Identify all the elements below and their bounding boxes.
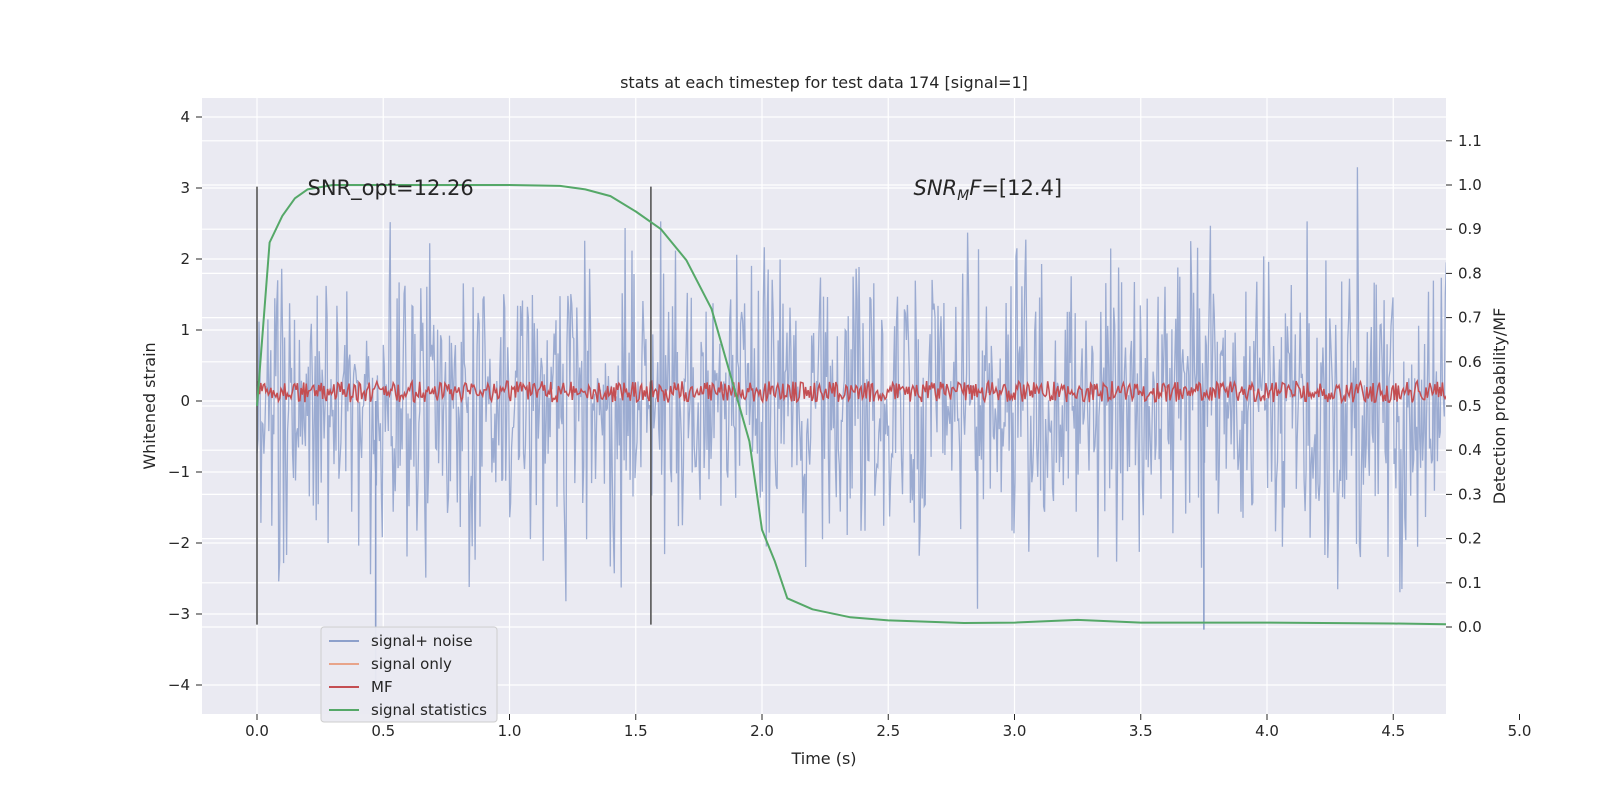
right-y-tick-label: 0.4: [1458, 441, 1482, 459]
right-y-tick-label: 0.2: [1458, 530, 1482, 548]
series-signal-statistics: [256, 184, 1446, 626]
x-tick-label: 3.5: [1129, 722, 1153, 740]
x-tick-label: 2.5: [876, 722, 900, 740]
x-tick-label: 0.5: [371, 722, 395, 740]
right-y-tick-label: 1.1: [1458, 132, 1482, 150]
y-tick-label: −4: [168, 676, 190, 694]
legend-label-mf: MF: [371, 678, 393, 696]
y-tick-label: 3: [180, 179, 190, 197]
legend-label-signal-plus-noise: signal+ noise: [371, 632, 473, 650]
right-y-tick-label: 0.7: [1458, 309, 1482, 327]
signal-statistics-line: [256, 184, 1446, 626]
y-gridlines: [202, 116, 1446, 686]
legend-frame: [320, 626, 498, 723]
x-tick-label: 1.0: [498, 722, 522, 740]
series-mf: [256, 378, 1446, 405]
y-axis-ticks: −4 −3 −2 −1 0 1 2 3 4: [168, 108, 202, 694]
x-axis-label: Time (s): [790, 749, 856, 768]
x-tick-label: 0.0: [245, 722, 269, 740]
legend-label-signal-statistics: signal statistics: [371, 701, 487, 719]
right-y-tick-label: 0.8: [1458, 264, 1482, 282]
y-axis-label: Whitened strain: [140, 342, 159, 469]
x-tick-label: 4.5: [1381, 722, 1405, 740]
x-tick-label: 4.0: [1255, 722, 1279, 740]
annotation-snr-opt: SNR_opt=12.26: [308, 176, 474, 201]
x-tick-label: 1.5: [624, 722, 648, 740]
x-axis-ticks: 0.00.51.01.52.02.53.03.54.04.55.05.56.06…: [245, 714, 1532, 740]
right-y-tick-label: 0.0: [1458, 618, 1482, 636]
y-tick-label: −3: [168, 605, 190, 623]
y-tick-label: 1: [180, 321, 190, 339]
right-y-tick-label: 1.0: [1458, 176, 1482, 194]
right-y-axis-ticks: 0.0 0.1 0.2 0.3 0.4 0.5 0.6 0.7 0.8 0.9 1.0 1.1: [1446, 132, 1482, 636]
right-y-axis-label: Detection probability/MF: [1490, 308, 1509, 505]
y-tick-label: −1: [168, 463, 190, 481]
x-tick-label: 2.0: [750, 722, 774, 740]
right-y-tick-label: 0.6: [1458, 353, 1482, 371]
legend: signal+ noise signal only MF signal stat…: [320, 626, 498, 723]
x-tick-label: 3.0: [1003, 722, 1027, 740]
signal-plus-noise-line: [256, 167, 1446, 609]
y-tick-label: 0: [180, 392, 190, 410]
y-tick-label: 4: [180, 108, 190, 126]
y-tick-label: 2: [180, 250, 190, 268]
annotation-snr-mf: SNRMF=[12.4]: [914, 176, 1063, 204]
x-tick-label: 5.0: [1508, 722, 1532, 740]
y-tick-label: −2: [168, 534, 190, 552]
legend-label-signal-only: signal only: [371, 655, 452, 673]
right-y-tick-label: 0.5: [1458, 397, 1482, 415]
right-y-tick-label: 0.1: [1458, 574, 1482, 592]
mf-line: [256, 378, 1446, 405]
right-y-tick-label: 0.9: [1458, 220, 1482, 238]
chart-title: stats at each timestep for test data 174…: [620, 73, 1028, 92]
right-y-tick-label: 0.3: [1458, 485, 1482, 503]
